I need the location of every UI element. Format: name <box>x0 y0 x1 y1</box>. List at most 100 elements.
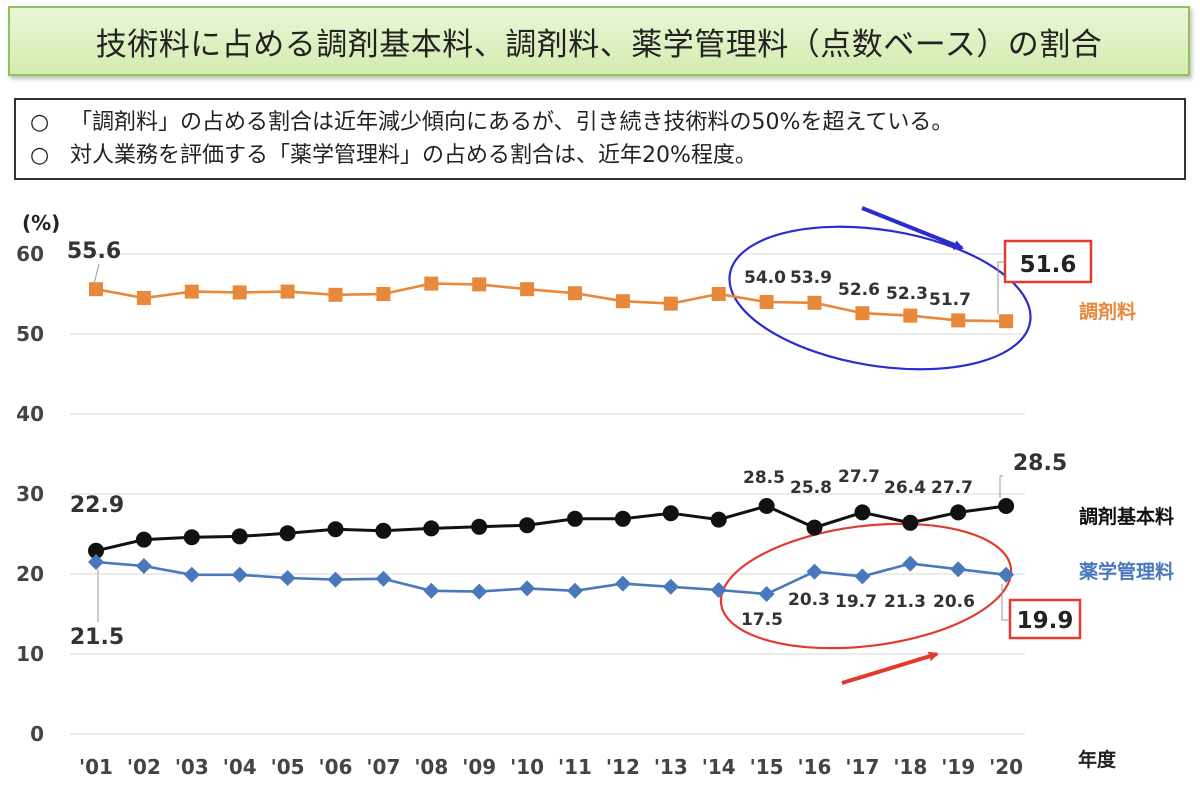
summary-bullet: ○ <box>30 143 50 168</box>
point-yakugaku <box>758 586 775 602</box>
point-chozai <box>424 276 439 291</box>
point-yakugaku <box>183 566 200 583</box>
data-label-kihon: 27.7 <box>931 478 973 498</box>
point-kihon <box>902 514 919 531</box>
series-line-kihon <box>95 504 1007 553</box>
point-chozai <box>903 308 918 323</box>
point-kihon <box>854 504 871 521</box>
point-yakugaku <box>375 570 392 587</box>
point-yakugaku <box>519 580 536 597</box>
point-chozai <box>520 282 535 297</box>
point-kihon <box>88 542 104 559</box>
x-tick-label: '02 <box>127 755 161 779</box>
y-tick-label: 40 <box>16 402 44 426</box>
point-yakugaku <box>471 583 488 600</box>
data-label-yakugaku: 20.6 <box>933 592 975 612</box>
highlight-ellipse-yakugaku <box>719 522 1013 650</box>
point-chozai <box>232 285 247 300</box>
highlight-box-yakugaku <box>1008 598 1082 640</box>
y-unit-label: (%) <box>22 211 60 235</box>
data-label-kihon: 28.5 <box>1013 451 1067 476</box>
leader-line <box>93 263 100 285</box>
point-chozai <box>663 296 678 311</box>
data-label-chozai: 52.3 <box>886 284 928 304</box>
x-tick-label: '17 <box>845 755 879 779</box>
data-label-chozai: 54.0 <box>744 268 786 288</box>
leader-line <box>1001 584 1010 621</box>
leader-line <box>997 261 1005 314</box>
point-chozai <box>472 277 487 292</box>
summary-box: ○ 「調剤料」の占める割合は近年減少傾向にあるが、引き続き技術料の50%を超えてい… <box>14 98 1186 180</box>
x-tick-label: '05 <box>271 755 305 779</box>
legend-label-yakugaku: 薬学管理料 <box>1078 560 1174 583</box>
data-labels: 調剤料 55.6 54.0 53.9 52.6 52.3 51.7 51.6 調剤基本料 22.9… <box>67 239 1174 650</box>
point-kihon <box>950 504 967 521</box>
y-tick-label: 10 <box>16 642 44 666</box>
point-chozai <box>280 284 295 299</box>
annotations <box>719 206 1032 685</box>
y-tick-label: 30 <box>16 482 44 506</box>
trend-arrow-down <box>861 206 964 250</box>
point-kihon <box>135 531 152 548</box>
point-kihon <box>327 521 344 538</box>
x-tick-label: '20 <box>989 755 1023 779</box>
point-kihon <box>519 517 536 534</box>
point-yakugaku <box>950 561 967 578</box>
x-tick-label: '04 <box>223 755 257 779</box>
point-kihon <box>279 525 296 542</box>
data-label-kihon: 27.7 <box>838 467 880 487</box>
data-label-yakugaku: 21.3 <box>884 592 926 612</box>
x-tick-label: '08 <box>414 755 448 779</box>
data-label-yakugaku: 19.7 <box>835 592 877 612</box>
x-tick-label: '19 <box>941 755 975 779</box>
data-label-yakugaku: 21.5 <box>70 625 124 650</box>
point-kihon <box>758 498 775 514</box>
series <box>88 276 1015 602</box>
data-label-kihon: 22.9 <box>70 493 124 518</box>
summary-line-2: ○ 対人業務を評価する「薬学管理料」の占める割合は、近年20%程度。 <box>30 139 1170 172</box>
data-label-chozai: 55.6 <box>67 239 121 264</box>
point-yakugaku <box>854 568 871 585</box>
point-kihon <box>710 511 727 528</box>
summary-bullet: ○ <box>30 110 50 135</box>
trend-arrow-up <box>841 651 939 685</box>
x-tick-label: '18 <box>893 755 927 779</box>
x-tick-label: '15 <box>750 755 784 779</box>
series-line-chozai <box>95 282 1007 323</box>
data-label-yakugaku: 17.5 <box>741 610 783 630</box>
point-kihon <box>614 510 631 527</box>
point-yakugaku <box>662 578 679 595</box>
x-tick-label: '10 <box>510 755 544 779</box>
highlight-ellipse-chozai <box>728 225 1032 371</box>
point-yakugaku <box>710 582 727 598</box>
summary-text: 対人業務を評価する「薬学管理料」の占める割合は、近年20%程度。 <box>70 143 757 168</box>
summary-text: 「調剤料」の占める割合は近年減少傾向にあるが、引き続き技術料の50%を超えている… <box>70 110 954 135</box>
point-chozai <box>89 282 103 297</box>
legend-label-kihon: 調剤基本料 <box>1079 505 1174 528</box>
point-kihon <box>662 505 679 522</box>
title-banner: 技術料に占める調剤基本料、調剤料、薬学管理料（点数ベース）の割合 <box>8 6 1190 76</box>
x-tick-label: '11 <box>558 755 592 779</box>
x-tick-label: '16 <box>798 755 832 779</box>
x-tick-label: '12 <box>606 755 640 779</box>
point-yakugaku <box>567 582 583 599</box>
point-kihon <box>183 529 200 546</box>
series-line-yakugaku <box>95 560 1007 596</box>
x-tick-label: '13 <box>654 755 688 779</box>
leader-line <box>999 475 1003 498</box>
x-tick-label: '01 <box>79 755 113 779</box>
point-chozai <box>999 314 1014 329</box>
point-chozai <box>184 284 199 299</box>
point-kihon <box>423 520 440 537</box>
y-tick-label: 60 <box>16 242 44 266</box>
point-yakugaku <box>88 554 104 570</box>
data-label-chozai: 51.7 <box>929 290 971 310</box>
point-kihon <box>567 510 583 527</box>
point-yakugaku <box>135 558 152 574</box>
data-label-yakugaku: 20.3 <box>788 590 830 610</box>
page-title: 技術料に占める調剤基本料、調剤料、薬学管理料（点数ベース）の割合 <box>95 26 1103 63</box>
point-chozai <box>376 287 391 301</box>
data-label-kihon: 25.8 <box>790 478 832 498</box>
data-label-kihon: 28.5 <box>743 468 785 488</box>
point-yakugaku <box>231 566 248 583</box>
